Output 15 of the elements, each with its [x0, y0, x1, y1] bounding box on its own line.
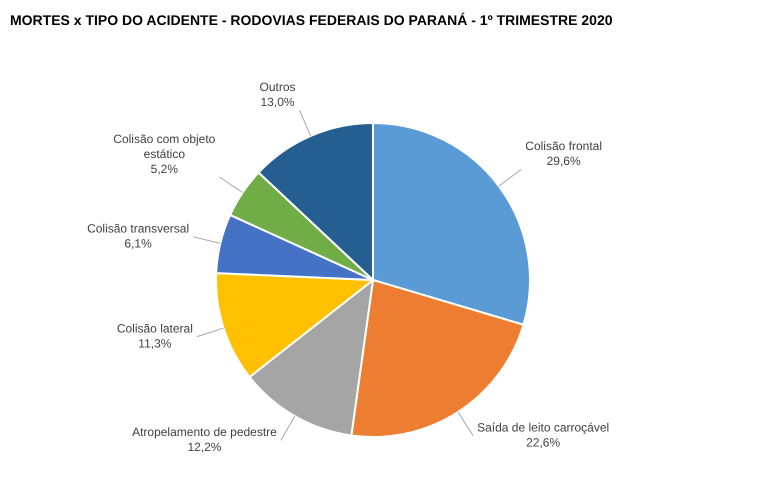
- slice-label: Colisão lateral: [116, 321, 193, 336]
- data-label: 12,2%: [187, 440, 222, 454]
- data-label: 22,6%: [526, 435, 560, 450]
- slice-label: Colisão transversal: [87, 222, 190, 236]
- slice-label: Outros: [260, 80, 296, 94]
- data-label: 5,2%: [150, 162, 178, 176]
- slice-label: Saída de leito carroçável: [477, 420, 610, 434]
- data-label: 11,3%: [138, 336, 172, 350]
- chart-title: MORTES x TIPO DO ACIDENTE - RODOVIAS FEDERAIS DO PARANÁ - 1º TRIMESTRE 2020: [10, 12, 613, 28]
- slice-label: Colisão frontal: [525, 139, 602, 154]
- data-label: 6,1%: [124, 236, 152, 251]
- slice-label: Colisão com objeto estático: [113, 132, 216, 161]
- data-label: 13,0%: [260, 95, 295, 110]
- data-label: 29,6%: [546, 154, 581, 168]
- slice-label: Atropelamento de pedestre: [132, 425, 278, 440]
